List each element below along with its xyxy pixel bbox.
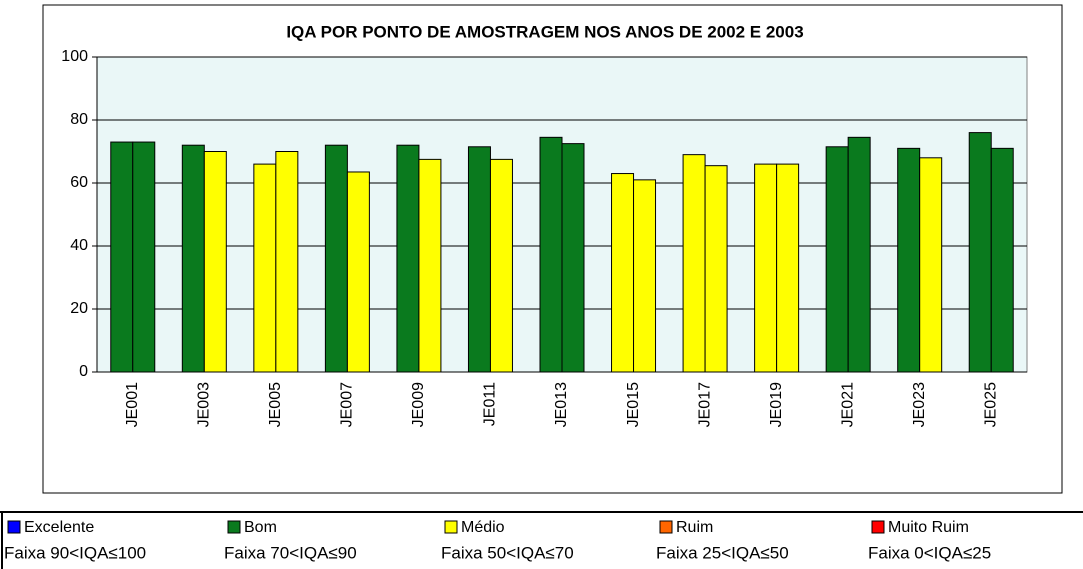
x-tick-label: JE011 [482, 382, 499, 426]
x-tick-label: JE025 [982, 382, 999, 427]
x-tick-label: JE009 [410, 382, 427, 427]
bar [132, 141, 156, 373]
bar [682, 154, 706, 373]
legend-swatch [7, 520, 21, 534]
bar [919, 157, 943, 373]
legend-label: Bom [244, 519, 277, 536]
bar [467, 146, 491, 373]
bar [897, 147, 921, 373]
y-tick-label: 0 [79, 363, 88, 380]
bar [990, 147, 1014, 373]
legend-range: Faixa 50<IQA≤70 [441, 543, 574, 562]
bar [418, 158, 442, 373]
legend-label: Muito Ruim [888, 519, 969, 536]
bar [346, 171, 370, 373]
bar [489, 158, 513, 373]
legend-range: Faixa 25<IQA≤50 [656, 543, 789, 562]
bar [396, 144, 420, 373]
chart-title: IQA POR PONTO DE AMOSTRAGEM NOS ANOS DE … [286, 22, 803, 41]
bar [181, 144, 205, 373]
bar [203, 151, 227, 373]
x-tick-label: JE015 [625, 382, 642, 427]
bar [633, 179, 657, 373]
bar [110, 141, 134, 373]
bar [968, 132, 992, 373]
y-tick-label: 100 [61, 48, 88, 65]
bar [704, 165, 728, 373]
bar [847, 136, 871, 373]
legend-range: Faixa 90<IQA≤100 [4, 543, 146, 562]
legend-range: Faixa 70<IQA≤90 [224, 543, 357, 562]
bar [776, 163, 800, 373]
x-tick-label: JE001 [124, 382, 141, 427]
x-tick-label: JE013 [553, 382, 570, 427]
bar [561, 143, 585, 373]
y-tick-label: 80 [70, 111, 88, 128]
y-tick-label: 20 [70, 300, 88, 317]
x-tick-label: JE007 [339, 382, 356, 427]
bar [754, 163, 778, 373]
legend-swatch [871, 520, 885, 534]
bar [324, 144, 348, 373]
x-tick-label: JE017 [696, 382, 713, 427]
bar [275, 151, 299, 373]
legend-label: Ruim [676, 519, 713, 536]
x-tick-label: JE003 [196, 382, 213, 427]
legend-label: Médio [461, 519, 505, 536]
legend-swatch [444, 520, 458, 534]
legend-range: Faixa 0<IQA≤25 [868, 543, 991, 562]
legend-label: Excelente [24, 519, 94, 536]
x-tick-label: JE019 [768, 382, 785, 427]
bar [611, 173, 635, 373]
y-tick-label: 40 [70, 237, 88, 254]
x-tick-label: JE021 [839, 382, 856, 427]
y-tick-label: 60 [70, 174, 88, 191]
x-tick-label: JE005 [267, 382, 284, 427]
x-tick-label: JE023 [911, 382, 928, 427]
bar [825, 146, 849, 373]
legend-swatch [659, 520, 673, 534]
bar [539, 136, 563, 373]
legend-swatch [227, 520, 241, 534]
bar [253, 163, 277, 373]
